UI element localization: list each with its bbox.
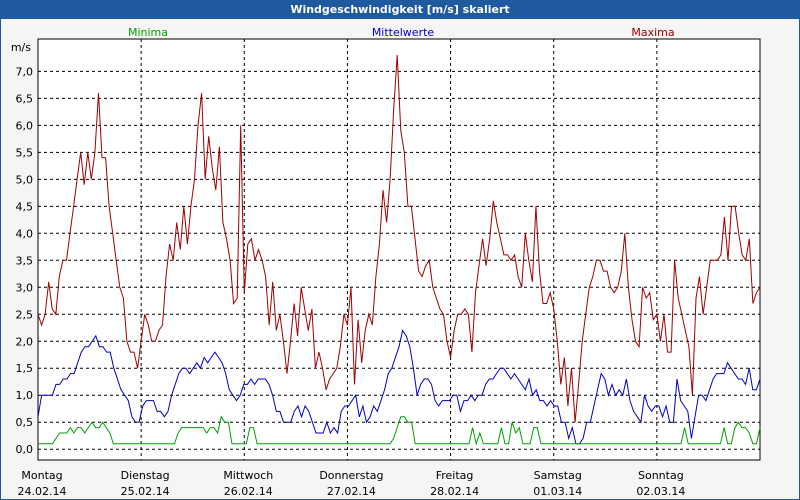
series-line-mittelwerte — [37, 329, 761, 445]
x-day-label: Montag — [21, 469, 62, 482]
x-date-label: 27.02.14 — [327, 485, 376, 498]
y-tick-label: 1,5 — [16, 362, 34, 375]
legend-mittelwerte: Mittelwerte — [372, 26, 435, 39]
y-tick-label: 7,0 — [16, 65, 34, 78]
x-day-label: Dienstag — [121, 469, 170, 482]
x-day-label: Samstag — [534, 469, 582, 482]
y-unit-label: m/s — [11, 41, 31, 54]
plot-area — [37, 38, 761, 461]
axis-labels: 0,0 0,5 1,0 1,5 2,0 2,5 3,0 3,5 4,0 4,5 5,0 5,5 6,0 6… — [16, 65, 686, 498]
x-date-label: 28.02.14 — [430, 485, 479, 498]
y-tick-label: 6,5 — [16, 92, 34, 105]
window-title: Windgeschwindigkeit [m/s] skaliert — [1, 1, 799, 19]
y-tick-label: 4,5 — [16, 200, 34, 213]
y-tick-label: 1,0 — [16, 389, 34, 402]
series-line-minima — [38, 415, 761, 446]
y-tick-label: 2,5 — [16, 308, 34, 321]
legend-maxima: Maxima — [631, 26, 674, 39]
y-tick-label: 0,5 — [16, 416, 34, 429]
y-tick-label: 5,5 — [16, 146, 34, 159]
y-tick-label: 0,0 — [16, 443, 34, 456]
y-tick-label: 4,0 — [16, 227, 34, 240]
x-date-label: 24.02.14 — [18, 485, 67, 498]
x-date-label: 02.03.14 — [636, 485, 685, 498]
legend-minima: Minima — [128, 26, 168, 39]
x-day-label: Donnerstag — [319, 469, 383, 482]
x-day-label: Sonntag — [638, 469, 684, 482]
x-date-label: 25.02.14 — [121, 485, 170, 498]
y-tick-label: 5,0 — [16, 173, 34, 186]
y-tick-label: 3,5 — [16, 254, 34, 267]
x-date-label: 01.03.14 — [533, 485, 582, 498]
x-date-label: 26.02.14 — [224, 485, 273, 498]
y-tick-label: 6,0 — [16, 119, 34, 132]
series-lines — [37, 55, 761, 446]
x-day-label: Mittwoch — [223, 469, 273, 482]
y-tick-label: 3,0 — [16, 281, 34, 294]
series-line-maxima — [37, 55, 761, 423]
y-tick-label: 2,0 — [16, 335, 34, 348]
x-day-label: Freitag — [436, 469, 474, 482]
